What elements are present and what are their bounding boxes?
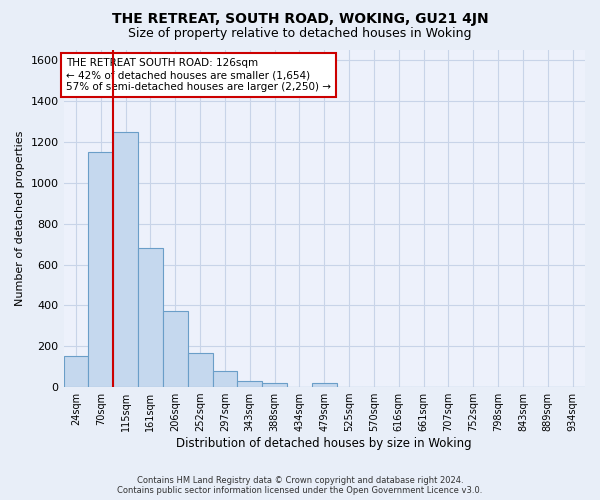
Bar [88, 152, 113, 387]
Bar [64, 356, 88, 387]
Bar [212, 370, 238, 387]
X-axis label: Distribution of detached houses by size in Woking: Distribution of detached houses by size … [176, 437, 472, 450]
Bar [312, 383, 337, 387]
Bar [238, 381, 262, 387]
Bar [113, 132, 138, 387]
Text: THE RETREAT SOUTH ROAD: 126sqm
← 42% of detached houses are smaller (1,654)
57% : THE RETREAT SOUTH ROAD: 126sqm ← 42% of … [66, 58, 331, 92]
Text: Contains HM Land Registry data © Crown copyright and database right 2024.
Contai: Contains HM Land Registry data © Crown c… [118, 476, 482, 495]
Bar [163, 312, 188, 387]
Text: THE RETREAT, SOUTH ROAD, WOKING, GU21 4JN: THE RETREAT, SOUTH ROAD, WOKING, GU21 4J… [112, 12, 488, 26]
Bar [262, 383, 287, 387]
Text: Size of property relative to detached houses in Woking: Size of property relative to detached ho… [128, 28, 472, 40]
Y-axis label: Number of detached properties: Number of detached properties [15, 131, 25, 306]
Bar [188, 354, 212, 387]
Bar [138, 248, 163, 387]
